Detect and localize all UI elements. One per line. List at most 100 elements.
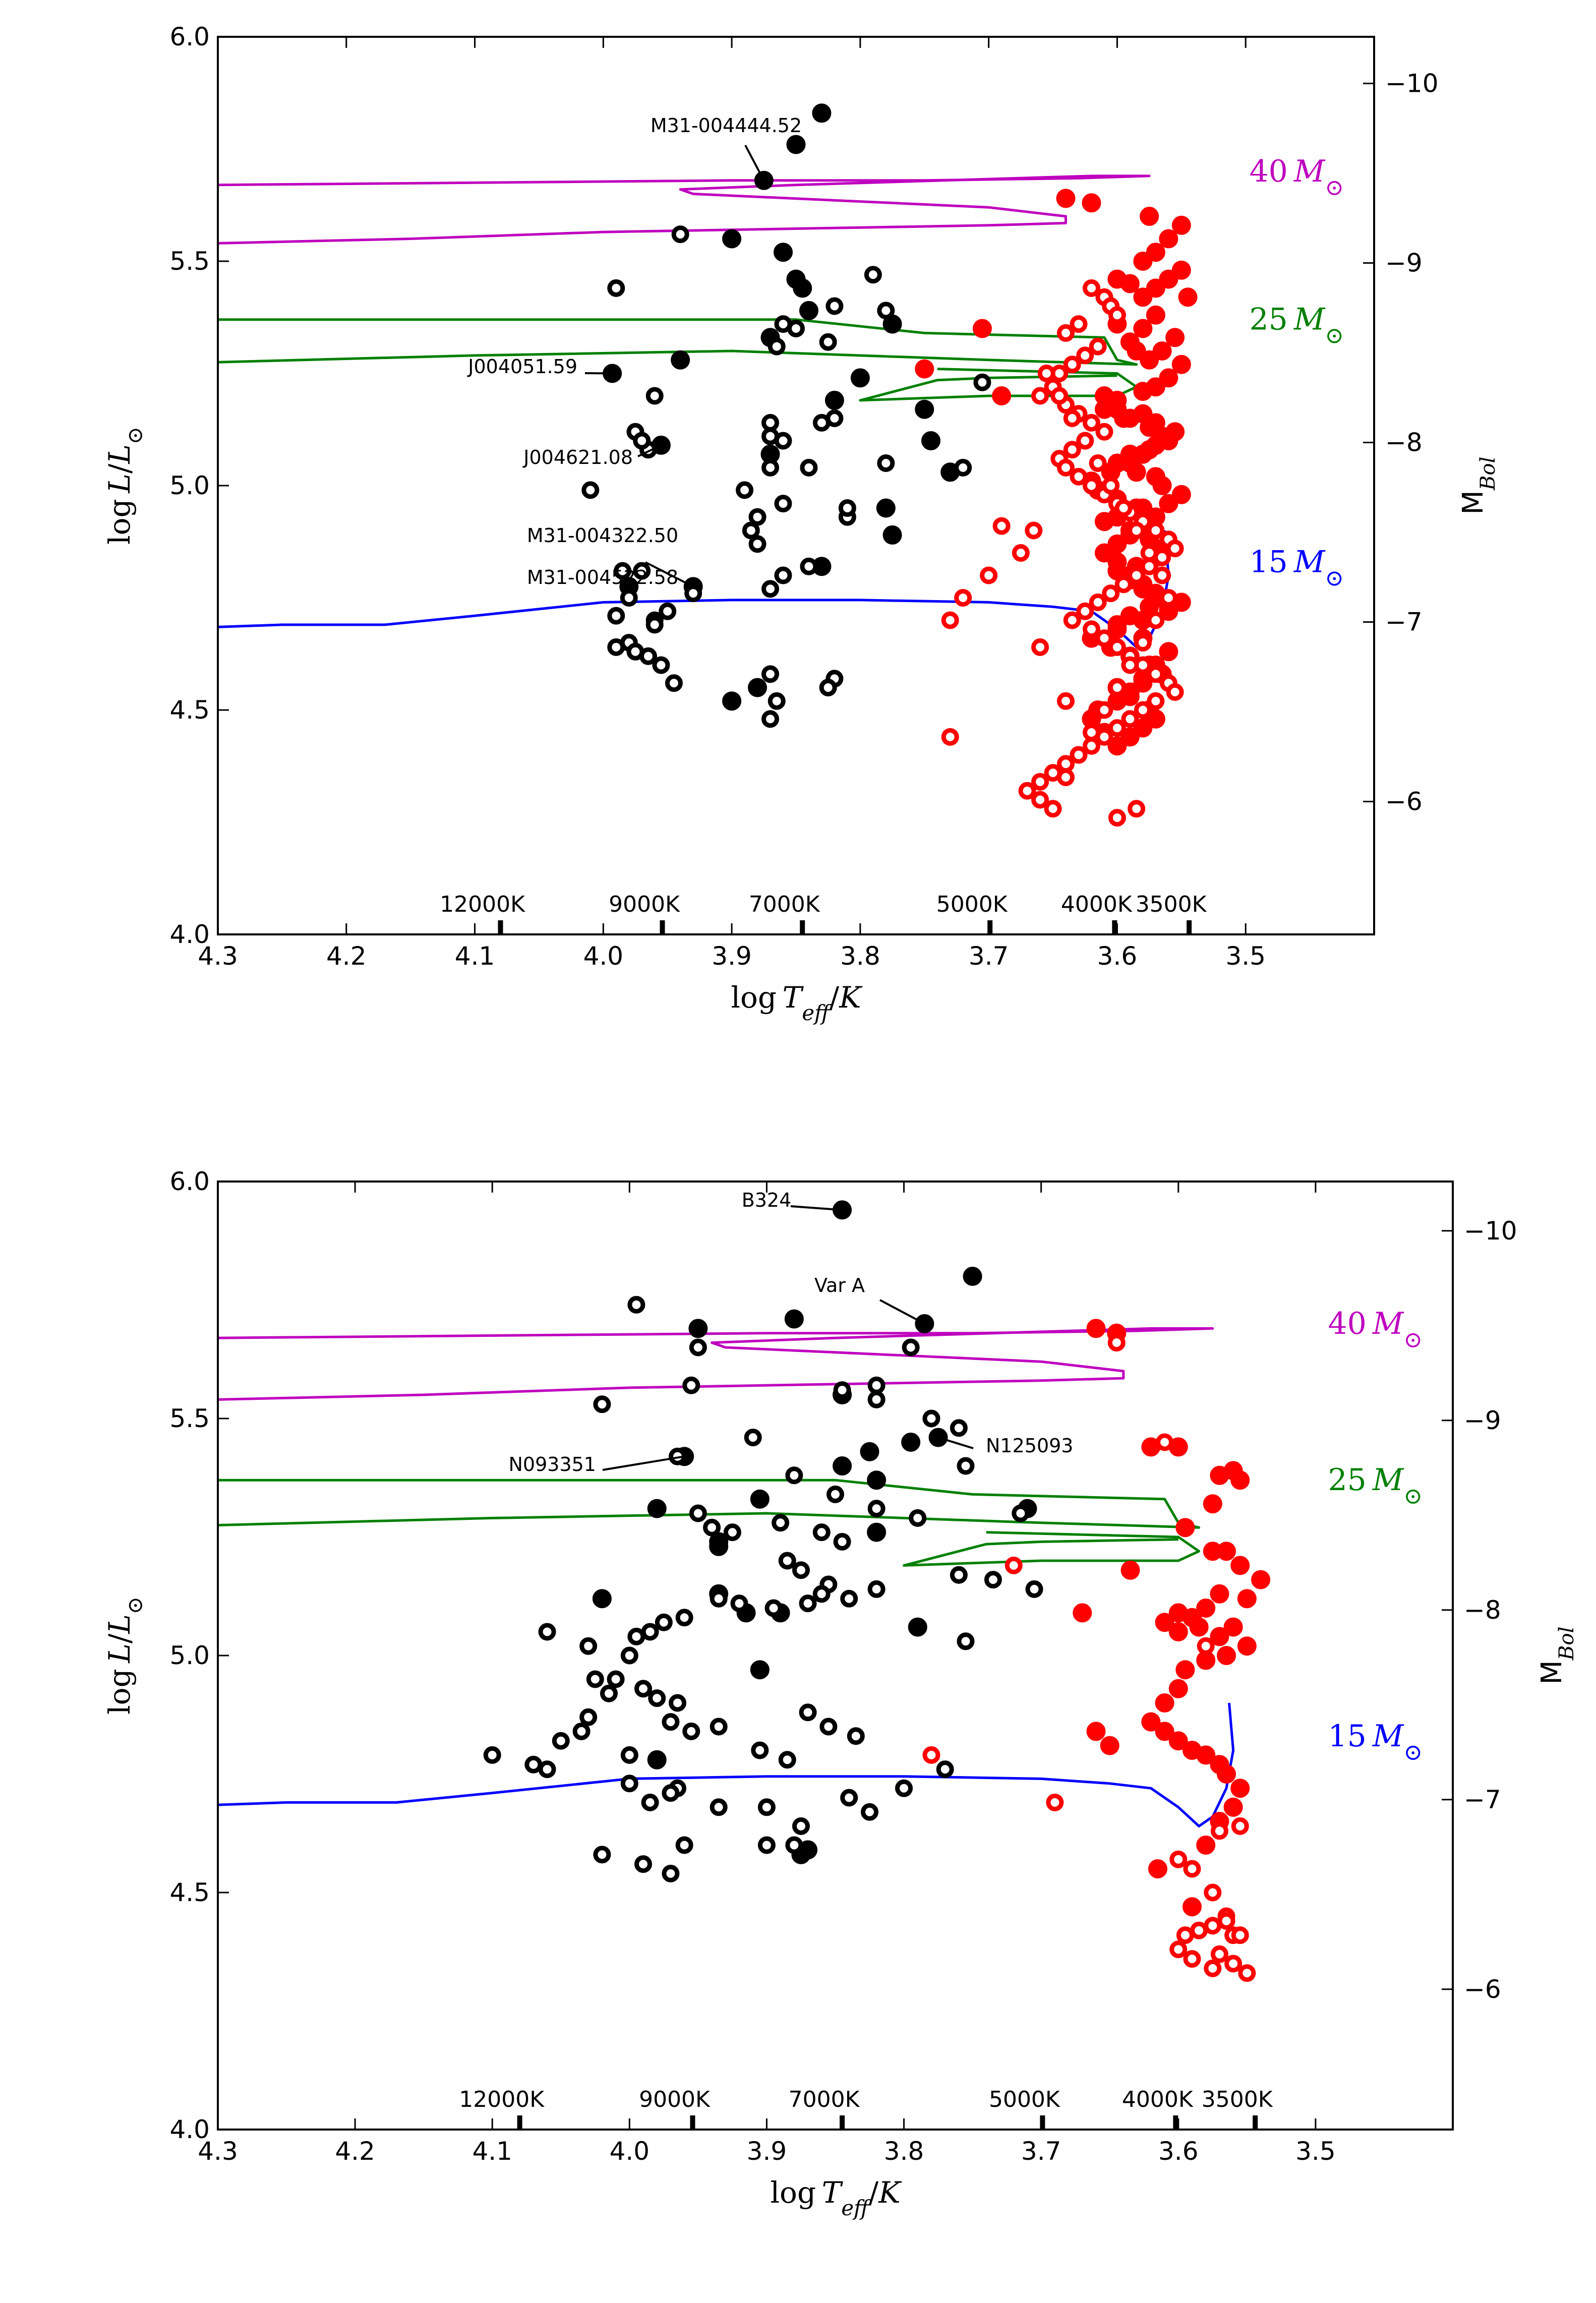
data-point (819, 1718, 838, 1736)
data-point (1204, 1917, 1222, 1935)
track-25-msun (218, 318, 1138, 366)
data-point (785, 1466, 803, 1485)
data-point (639, 647, 658, 665)
data-point (1148, 1859, 1167, 1878)
data-point (915, 399, 934, 419)
data-point (1095, 701, 1113, 719)
data-point (1141, 1712, 1161, 1732)
data-point (1082, 620, 1100, 638)
data-point (748, 678, 767, 697)
y-tick-label: 4.5 (169, 1878, 210, 1907)
data-point (1169, 1940, 1188, 1959)
temperature-tick (1112, 920, 1117, 934)
data-point (774, 566, 792, 584)
data-point (675, 1836, 693, 1854)
y2-tick-label: −7 (1464, 1785, 1501, 1814)
plot-frame (217, 36, 1375, 935)
temperature-tick-label: 9000K (609, 892, 680, 917)
annotation-label: N093351 (509, 1453, 597, 1475)
track-mass-label: 15 M⊙ (1250, 544, 1344, 591)
temperature-tick-label: 12000K (459, 2087, 545, 2112)
data-point (607, 1670, 625, 1688)
data-point (757, 1798, 776, 1816)
data-point (1166, 540, 1184, 558)
data-point (1251, 1570, 1271, 1589)
data-point (723, 1523, 741, 1542)
data-point (620, 1746, 638, 1764)
data-point (1056, 189, 1076, 208)
annotation-label: Var A (814, 1274, 865, 1296)
data-point (1089, 454, 1107, 472)
y2-tick-label: −10 (1464, 1216, 1517, 1246)
data-point (1073, 1603, 1092, 1623)
data-point (1140, 544, 1158, 562)
data-point (1165, 328, 1185, 347)
data-point (764, 1599, 783, 1617)
annotation-label: J004621.08 (522, 446, 633, 468)
data-point (750, 1489, 770, 1509)
data-point (1121, 656, 1139, 674)
data-point (973, 373, 991, 391)
data-point (1196, 1599, 1216, 1618)
data-point (840, 1789, 858, 1807)
data-point (1107, 399, 1127, 419)
data-point (684, 584, 702, 603)
data-point (1159, 589, 1177, 607)
data-point (1070, 746, 1088, 764)
data-point (614, 562, 632, 580)
data-point (757, 1836, 776, 1854)
data-point (682, 1722, 700, 1740)
data-point (1094, 386, 1114, 405)
data-point (671, 350, 690, 370)
temperature-tick (660, 920, 665, 934)
data-point (688, 1319, 708, 1338)
temperature-tick-label: 7000K (749, 892, 820, 917)
track-mass-label: 40 M⊙ (1250, 154, 1344, 201)
data-point (1156, 1433, 1174, 1451)
data-point (633, 432, 651, 450)
data-point (774, 315, 792, 333)
data-point (1128, 800, 1146, 818)
data-point (992, 386, 1012, 405)
annotation-arrow (602, 1455, 685, 1471)
x-axis-label: log Teff/K (731, 980, 863, 1025)
data-point (1025, 521, 1043, 540)
data-point (659, 602, 677, 620)
data-point (954, 589, 972, 607)
data-point (1089, 593, 1107, 611)
data-point (867, 1376, 885, 1394)
data-point (861, 1803, 879, 1821)
y-tick-label: 5.0 (169, 1641, 210, 1670)
data-point (1171, 355, 1191, 374)
data-point (1210, 1822, 1228, 1840)
x-tick-label: 3.7 (1021, 2137, 1061, 2166)
data-point (941, 728, 959, 746)
temperature-tick-label: 4000K (1122, 2087, 1194, 2112)
annotation-label: M31-004322.50 (527, 524, 678, 547)
data-point (1018, 782, 1036, 800)
x-tick-label: 3.8 (884, 2137, 924, 2166)
y2-axis-label: MBol (1535, 1626, 1578, 1684)
x-axis-label: log Teff/K (770, 2175, 902, 2220)
data-point (607, 279, 625, 297)
track-25-msun (218, 1479, 1201, 1529)
data-point (1044, 800, 1062, 818)
x-tick-label: 4.0 (583, 941, 624, 971)
data-point (748, 535, 766, 553)
data-point (1108, 719, 1126, 737)
data-point (633, 562, 651, 580)
data-point (1031, 638, 1049, 656)
data-point (774, 243, 793, 262)
data-point (710, 1589, 728, 1608)
annotation-arrow (624, 583, 630, 587)
data-point (1120, 1560, 1140, 1580)
data-point (761, 414, 780, 432)
temperature-tick (517, 2115, 522, 2130)
y-axis-label: log L/L⊙ (102, 427, 147, 545)
data-point (1082, 737, 1100, 755)
data-point (1190, 1921, 1208, 1939)
data-point (1057, 458, 1075, 477)
data-point (1168, 1622, 1188, 1641)
data-point (992, 517, 1011, 535)
data-point (722, 229, 742, 249)
